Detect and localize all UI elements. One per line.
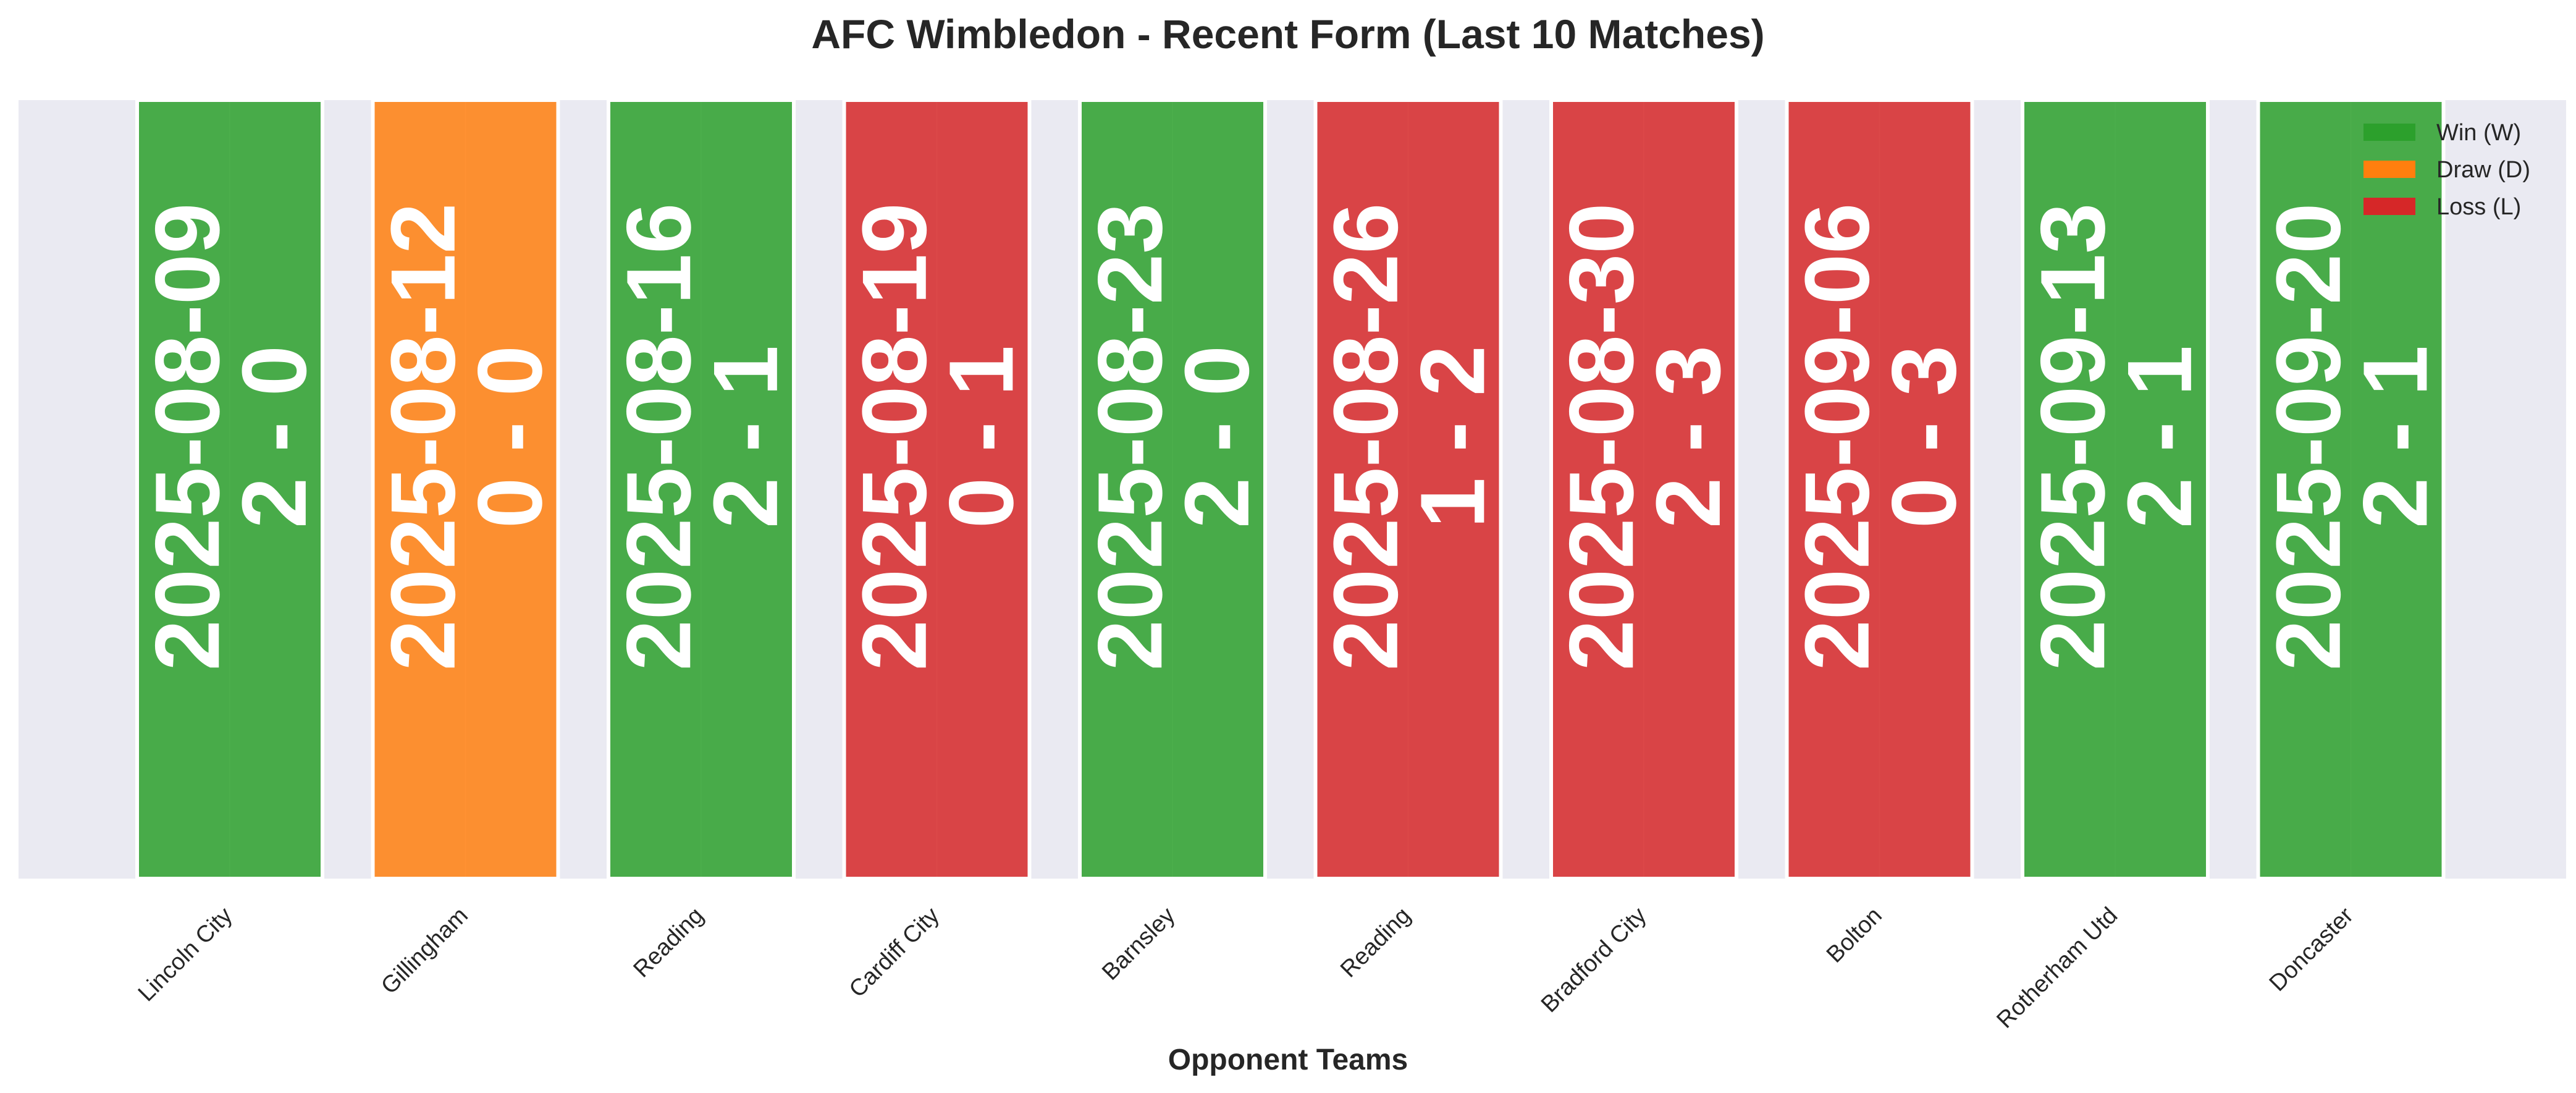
bar-score-label: 2 - 1 xyxy=(2109,345,2211,528)
bar-date-label: 2025-09-20 xyxy=(2258,203,2360,670)
x-tick-label: Bradford City xyxy=(1536,903,1651,1018)
legend: Win (W) Draw (D) Loss (L) xyxy=(2363,120,2530,220)
x-tick-label: Rotherham Utd xyxy=(1992,903,2123,1034)
bar-label: 2025-08-190 - 1 xyxy=(844,203,1033,670)
bar-score-label: 0 - 1 xyxy=(930,345,1032,528)
x-tick-label: Reading xyxy=(629,903,709,983)
bars-group: 2025-08-092 - 0 2025-08-120 - 0 2025-08-16… xyxy=(135,98,2447,880)
x-tick-label: Cardiff City xyxy=(844,903,945,1003)
bar-label: 2025-08-120 - 0 xyxy=(373,203,562,670)
bar-score-label: 2 - 0 xyxy=(1166,345,1268,528)
legend-label: Loss (L) xyxy=(2436,194,2521,220)
bar-10 xyxy=(2256,98,2446,880)
x-tick-label: Doncaster xyxy=(2265,902,2359,996)
bar-score-label: 1 - 2 xyxy=(1402,345,1504,528)
x-tick-label: Gillingham xyxy=(376,903,473,1000)
bar-date-label: 2025-09-13 xyxy=(2022,203,2124,670)
bar-score-label: 2 - 0 xyxy=(224,345,326,528)
bar-label: 2025-09-202 - 1 xyxy=(2258,203,2447,670)
bar-label: 2025-08-261 - 2 xyxy=(1315,203,1504,670)
bar-date-label: 2025-09-06 xyxy=(1787,203,1888,670)
legend-label: Draw (D) xyxy=(2436,157,2530,183)
bar-label: 2025-08-232 - 0 xyxy=(1079,203,1268,670)
bar-8 xyxy=(1785,98,1974,880)
bar-date-label: 2025-08-12 xyxy=(373,203,474,670)
bar-5 xyxy=(1078,98,1267,880)
bar-2 xyxy=(371,98,560,880)
bar-date-label: 2025-08-26 xyxy=(1315,203,1417,670)
bar-label: 2025-08-162 - 1 xyxy=(608,203,797,670)
legend-label: Win (W) xyxy=(2436,120,2521,146)
x-tick-label: Reading xyxy=(1336,903,1416,983)
legend-swatch-D xyxy=(2363,161,2415,178)
bar-1 xyxy=(135,98,324,880)
bar-label: 2025-08-092 - 0 xyxy=(137,203,326,670)
bar-label: 2025-09-060 - 3 xyxy=(1787,203,1976,670)
x-tick-label: Lincoln City xyxy=(133,903,238,1007)
bar-3 xyxy=(607,98,796,880)
bar-score-label: 0 - 0 xyxy=(459,345,561,528)
bar-date-label: 2025-08-19 xyxy=(844,203,946,670)
x-tick-label: Bolton xyxy=(1822,903,1887,968)
x-tick-label: Barnsley xyxy=(1097,903,1180,985)
bar-date-label: 2025-08-23 xyxy=(1079,203,1181,670)
legend-swatch-L xyxy=(2363,198,2415,215)
bar-7 xyxy=(1549,98,1738,880)
bar-score-label: 2 - 1 xyxy=(2344,345,2446,528)
bar-score-label: 2 - 3 xyxy=(1638,345,1740,528)
x-axis-label: Opponent Teams xyxy=(1168,1044,1408,1076)
bar-date-label: 2025-08-09 xyxy=(137,203,238,670)
x-tick-labels: Lincoln City Gillingham Reading Cardiff Cit… xyxy=(133,902,2359,1033)
bar-label: 2025-09-132 - 1 xyxy=(2022,203,2211,670)
bar-label: 2025-08-302 - 3 xyxy=(1551,203,1740,670)
legend-swatch-W xyxy=(2363,124,2415,141)
bar-date-label: 2025-08-16 xyxy=(608,203,710,670)
chart-title: AFC Wimbledon - Recent Form (Last 10 Mat… xyxy=(811,11,1764,57)
bar-4 xyxy=(842,98,1032,880)
bar-9 xyxy=(2021,98,2210,880)
bar-score-label: 2 - 1 xyxy=(695,345,797,528)
bar-6 xyxy=(1313,98,1503,880)
bar-score-label: 0 - 3 xyxy=(1873,345,1975,528)
bar-date-label: 2025-08-30 xyxy=(1551,203,1652,670)
